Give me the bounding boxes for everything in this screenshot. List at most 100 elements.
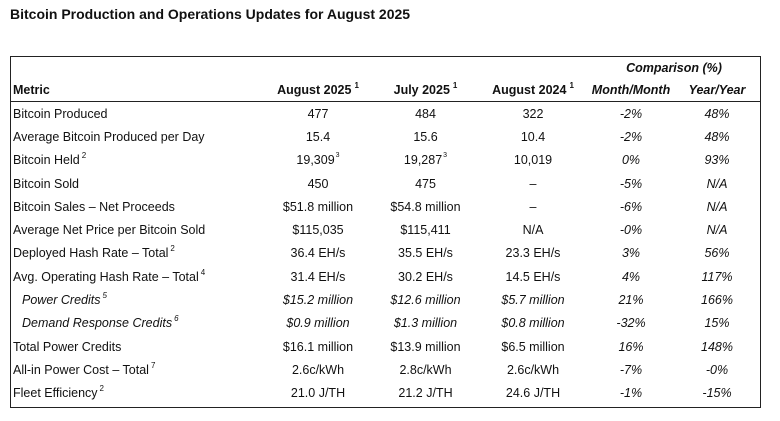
table-row: Demand Response Credits 6 $0.9 million $1.3… (11, 312, 760, 335)
august-2025-cell: $15.2 million (282, 293, 354, 308)
metric-cell: Fleet Efficiency 2 (13, 384, 104, 401)
table-row: Power Credits 5 $15.2 million $12.6 million… (11, 288, 760, 311)
year-year-cell: -15% (702, 386, 732, 401)
table-row: Average Net Price per Bitcoin Sold $115,0… (11, 218, 760, 241)
col-header-month-month: Month/Month (591, 82, 671, 97)
august-2025-cell: 36.4 EH/s (290, 246, 346, 261)
month-month-cell: 0% (621, 153, 641, 168)
month-month-cell: -2% (619, 129, 643, 144)
august-2025-cell: $16.1 million (282, 339, 354, 354)
year-year-cell: 48% (704, 129, 730, 144)
august-2025-cell: 450 (307, 176, 329, 191)
comparison-header: Comparison (%) (626, 60, 722, 75)
august-2025-cell: 19,3093 (296, 152, 340, 168)
metric-cell: Average Net Price per Bitcoin Sold (13, 223, 206, 238)
table-row: Total Power Credits $16.1 million $13.9 mi… (11, 335, 760, 358)
august-2025-cell: 31.4 EH/s (290, 269, 346, 284)
year-year-cell: -0% (705, 362, 729, 377)
august-2024-cell: 23.3 EH/s (505, 246, 561, 261)
footnote-marker: 2 (81, 151, 87, 161)
footnote-marker: 7 (150, 360, 156, 370)
august-2024-cell: $0.8 million (501, 316, 565, 331)
col-header-august-2025: August 2025 1 (277, 80, 359, 97)
july-2025-cell: $54.8 million (390, 199, 461, 214)
metric-cell: Avg. Operating Hash Rate – Total 4 (13, 267, 206, 284)
month-month-cell: -1% (619, 386, 643, 401)
july-2025-cell: 2.8c/kWh (399, 362, 452, 377)
table-row: Bitcoin Produced 477 484 322 -2% 48% (11, 102, 760, 126)
metric-cell: Total Power Credits (13, 339, 122, 354)
footnote-marker: 3 (335, 152, 340, 160)
footnote-marker: 1 (569, 80, 574, 90)
july-2025-cell: 475 (415, 176, 436, 191)
july-2025-cell: 30.2 EH/s (398, 269, 453, 284)
july-2025-cell: 21.2 J/TH (398, 386, 453, 401)
month-month-cell: 4% (621, 269, 641, 284)
august-2024-cell: 24.6 J/TH (505, 386, 561, 401)
year-year-cell: 117% (701, 269, 733, 284)
august-2024-cell: $6.5 million (501, 339, 565, 354)
month-month-cell: 16% (618, 339, 644, 354)
august-2025-cell: 477 (307, 106, 329, 121)
august-2025-cell: 2.6c/kWh (291, 362, 345, 377)
month-month-cell: -0% (619, 223, 643, 238)
month-month-cell: -6% (619, 199, 643, 214)
footnote-marker: 4 (200, 267, 206, 277)
july-2025-cell: 484 (415, 106, 436, 121)
metric-cell: Deployed Hash Rate – Total 2 (13, 244, 175, 261)
footnote-marker: 1 (354, 80, 359, 90)
comparison-group-header-row: Comparison (%) (11, 57, 760, 78)
footnote-marker: 2 (170, 244, 175, 254)
metric-cell: Power Credits 5 (22, 291, 107, 308)
year-year-cell: 93% (704, 153, 730, 168)
august-2025-cell: $115,035 (292, 223, 344, 238)
metric-cell: Bitcoin Sales – Net Proceeds (13, 199, 175, 214)
august-2025-cell: 15.4 (305, 129, 331, 144)
month-month-cell: 3% (621, 246, 641, 261)
august-2024-cell: 14.5 EH/s (505, 269, 561, 284)
metric-cell: Bitcoin Produced (13, 106, 108, 121)
july-2025-cell: $13.9 million (390, 339, 461, 354)
metric-cell: Bitcoin Held 2 (13, 151, 87, 168)
month-month-cell: -7% (619, 362, 643, 377)
year-year-cell: N/A (706, 223, 728, 238)
metric-cell: Average Bitcoin Produced per Day (13, 129, 205, 144)
year-year-cell: 148% (701, 339, 733, 354)
august-2024-cell: 322 (522, 106, 544, 121)
table-row: Bitcoin Held 2 19,3093 19,2873 10,019 0% 93% (11, 149, 760, 172)
table-row: Avg. Operating Hash Rate – Total 4 31.4 EH… (11, 265, 760, 288)
july-2025-cell: $1.3 million (393, 316, 458, 331)
year-year-cell: N/A (706, 199, 728, 214)
july-2025-cell: 35.5 EH/s (398, 246, 453, 261)
july-2025-cell: 19,2873 (403, 152, 448, 168)
table-row: All-in Power Cost – Total 7 2.6c/kWh 2.8c/k… (11, 358, 760, 381)
table-row: Bitcoin Sales – Net Proceeds $51.8 millio… (11, 195, 760, 218)
august-2025-cell: $51.8 million (282, 199, 354, 214)
col-header-july-2025: July 2025 1 (393, 80, 458, 97)
august-2024-cell: 10,019 (513, 153, 553, 168)
metric-cell: Bitcoin Sold (13, 176, 80, 191)
july-2025-cell: $12.6 million (390, 293, 461, 308)
july-2025-cell: $115,411 (400, 223, 451, 238)
table-row: Deployed Hash Rate – Total 2 36.4 EH/s 35.5… (11, 242, 760, 265)
col-header-august-2024: August 2024 1 (492, 80, 574, 97)
footnote-marker: 6 (174, 314, 179, 324)
month-month-cell: -32% (616, 316, 646, 331)
month-month-cell: 21% (618, 293, 644, 308)
month-month-cell: -2% (619, 106, 643, 121)
august-2024-cell: 10.4 (520, 129, 546, 144)
august-2025-cell: 21.0 J/TH (290, 386, 346, 401)
year-year-cell: 15% (704, 316, 730, 331)
august-2024-cell: $5.7 million (501, 293, 565, 308)
column-header-row: Metric August 2025 1 July 2025 1 August 20… (11, 78, 760, 102)
table-body: Bitcoin Produced 477 484 322 -2% 48% Average B… (11, 102, 760, 405)
metric-cell: All-in Power Cost – Total 7 (13, 360, 156, 377)
august-2024-cell: – (529, 199, 537, 214)
month-month-cell: -5% (619, 176, 643, 191)
footnote-marker: 3 (443, 152, 448, 160)
footnote-marker: 1 (452, 80, 458, 90)
year-year-cell: 56% (704, 246, 730, 261)
table-row: Fleet Efficiency 2 21.0 J/TH 21.2 J/TH 24.6 … (11, 382, 760, 405)
page-title: Bitcoin Production and Operations Update… (10, 6, 411, 22)
col-header-metric: Metric (13, 82, 50, 97)
